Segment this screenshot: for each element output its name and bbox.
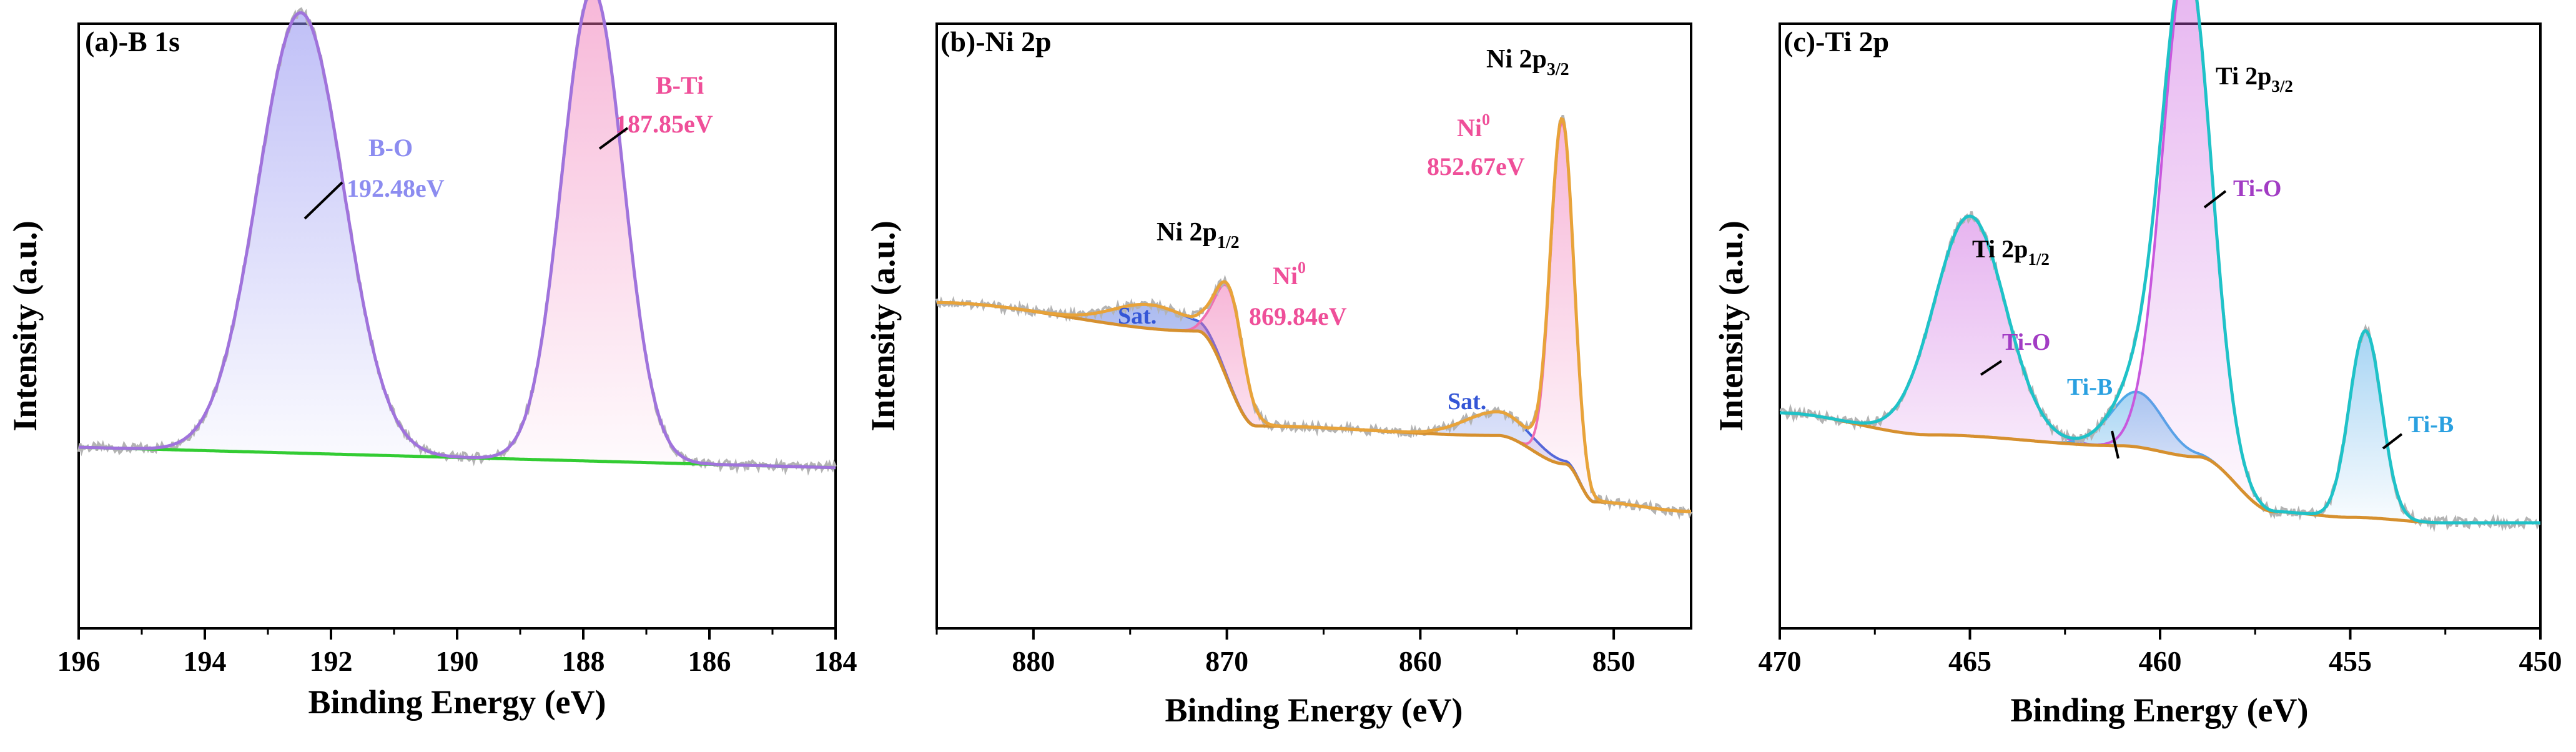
panel-b-frame (935, 22, 1692, 630)
panel-b-ni2p12-label: Ni 2p1/2 (1157, 218, 1240, 252)
panel-c-ylabel: Intensity (a.u.) (1712, 220, 1750, 432)
panel-c-ti2p32-main: Ti 2p (2216, 62, 2271, 90)
panel-a-title: (a)-B 1s (85, 26, 180, 57)
panel-b-ni0-a-main: Ni (1273, 262, 1298, 290)
panel-b-ni2p12-main: Ni 2p (1157, 218, 1217, 247)
panel-b-ni2p32-main: Ni 2p (1486, 45, 1547, 74)
panel-b-ni0-b-value: 852.67eV (1427, 152, 1525, 181)
panel-c-ti2p: 470 465 460 455 450 (c)-Ti 2p Ti 2p1/2 Ti 2p… (1712, 0, 2562, 729)
panel-b-xlabel: Binding Energy (eV) (1165, 691, 1463, 729)
fit-envelope-line (937, 117, 1691, 513)
peak-fill-0 (1780, 216, 2540, 523)
panel-b-ni2p12-sub: 1/2 (1217, 233, 1240, 252)
panel-b-ni0-a-label: Ni0 (1273, 259, 1306, 290)
panel-c-tib2-leader (2382, 433, 2403, 450)
peak-fill-3 (1780, 330, 2540, 523)
panel-a-x-axis: 196 194 192 190 188 186 184 (57, 628, 857, 677)
x-tick-label: 194 (184, 645, 227, 677)
panel-a-ylabel: Intensity (a.u.) (6, 220, 44, 432)
panel-c-tio1-leader (1980, 360, 2003, 376)
x-tick-label: 190 (436, 645, 479, 677)
panel-c-xlabel: Binding Energy (eV) (2010, 691, 2308, 729)
panel-a-xlabel: Binding Energy (eV) (308, 683, 606, 721)
x-tick-label: 880 (1012, 645, 1055, 677)
raw-data-line (77, 0, 837, 476)
panel-a-b1s: 196 194 192 190 188 186 184 (a)-B 1s B-O 192.4… (6, 0, 857, 721)
panel-a-frame (77, 22, 837, 630)
x-tick-label: 188 (562, 645, 605, 677)
peak-fill-1 (79, 0, 836, 468)
panel-c-ti2p32-label: Ti 2p3/2 (2216, 62, 2293, 96)
panel-c-tio2-label: Ti-O (2233, 176, 2281, 202)
x-tick-label: 186 (688, 645, 731, 677)
panel-a-bti-value: 187.85eV (615, 110, 713, 138)
panel-c-tio2-leader (2203, 190, 2227, 209)
peak-fill-2 (1780, 0, 2540, 523)
panel-b-sat2-label: Sat. (1448, 388, 1486, 415)
panel-b-ni0-b-main: Ni (1457, 114, 1482, 142)
panel-c-x-axis: 470 465 460 455 450 (1759, 628, 2562, 677)
x-tick-label: 455 (2329, 645, 2372, 677)
x-tick-label: 870 (1205, 645, 1248, 677)
peak-component-1 (78, 0, 836, 469)
x-tick-label: 460 (2139, 645, 2182, 677)
x-tick-label: 192 (310, 645, 353, 677)
panel-a-plot-area (77, 0, 837, 476)
x-tick-label: 196 (57, 645, 101, 677)
panel-c-tib1-leader (2111, 430, 2120, 459)
panel-c-ti2p12-main: Ti 2p (1972, 235, 2028, 263)
peak-component-0 (78, 11, 836, 469)
panel-a-bti-leader (598, 127, 629, 150)
panel-c-ti2p12-label: Ti 2p1/2 (1972, 235, 2050, 269)
panel-c-tio1-label: Ti-O (2002, 329, 2050, 355)
background-line (1780, 411, 2540, 525)
panel-b-title: (b)-Ni 2p (940, 26, 1052, 57)
panel-b-plot-area (935, 115, 1692, 520)
fit-envelope-line (1780, 0, 2540, 525)
x-tick-label: 450 (2519, 645, 2562, 677)
panel-c-plot-area (1779, 0, 2541, 533)
panel-a-bo-leader (303, 181, 343, 220)
panel-c-title: (c)-Ti 2p (1784, 26, 1889, 57)
panel-b-x-axis: 880 870 860 850 (935, 628, 1636, 677)
panel-c-tib2-label: Ti-B (2408, 412, 2454, 438)
x-tick-label: 850 (1592, 645, 1636, 677)
panel-b-ni0-b-label: Ni0 (1457, 111, 1490, 142)
panel-b-ni0-a-value: 869.84eV (1249, 302, 1347, 330)
panel-b-ni2p32-sub: 3/2 (1547, 60, 1569, 79)
fit-envelope-line (78, 0, 836, 470)
x-tick-label: 860 (1399, 645, 1442, 677)
panel-b-ni0-a-sup: 0 (1298, 259, 1306, 277)
panel-b-ylabel: Intensity (a.u.) (864, 220, 902, 432)
panel-a-bo-label: B-O (368, 134, 413, 162)
panel-b-ni0-b-sup: 0 (1482, 111, 1490, 129)
panel-a-bo-value: 192.48eV (347, 174, 445, 202)
peak-fill-0 (79, 12, 836, 468)
panel-c-ti2p12-sub: 1/2 (2028, 250, 2050, 269)
panel-a-bti-label: B-Ti (656, 71, 704, 99)
panel-b-sat1-label: Sat. (1118, 303, 1157, 329)
panel-b-ni2p: 880 870 860 850 (b)-Ni 2p Ni 2p1/2 Ni 2p3/2… (864, 22, 1692, 729)
x-tick-label: 465 (1948, 645, 1991, 677)
panel-b-ni2p32-label: Ni 2p3/2 (1486, 45, 1569, 79)
panel-c-tib1-label: Ti-B (2067, 374, 2113, 400)
x-tick-label: 184 (814, 645, 857, 677)
x-tick-label: 470 (1759, 645, 1802, 677)
panel-c-ti2p32-sub: 3/2 (2271, 77, 2293, 96)
